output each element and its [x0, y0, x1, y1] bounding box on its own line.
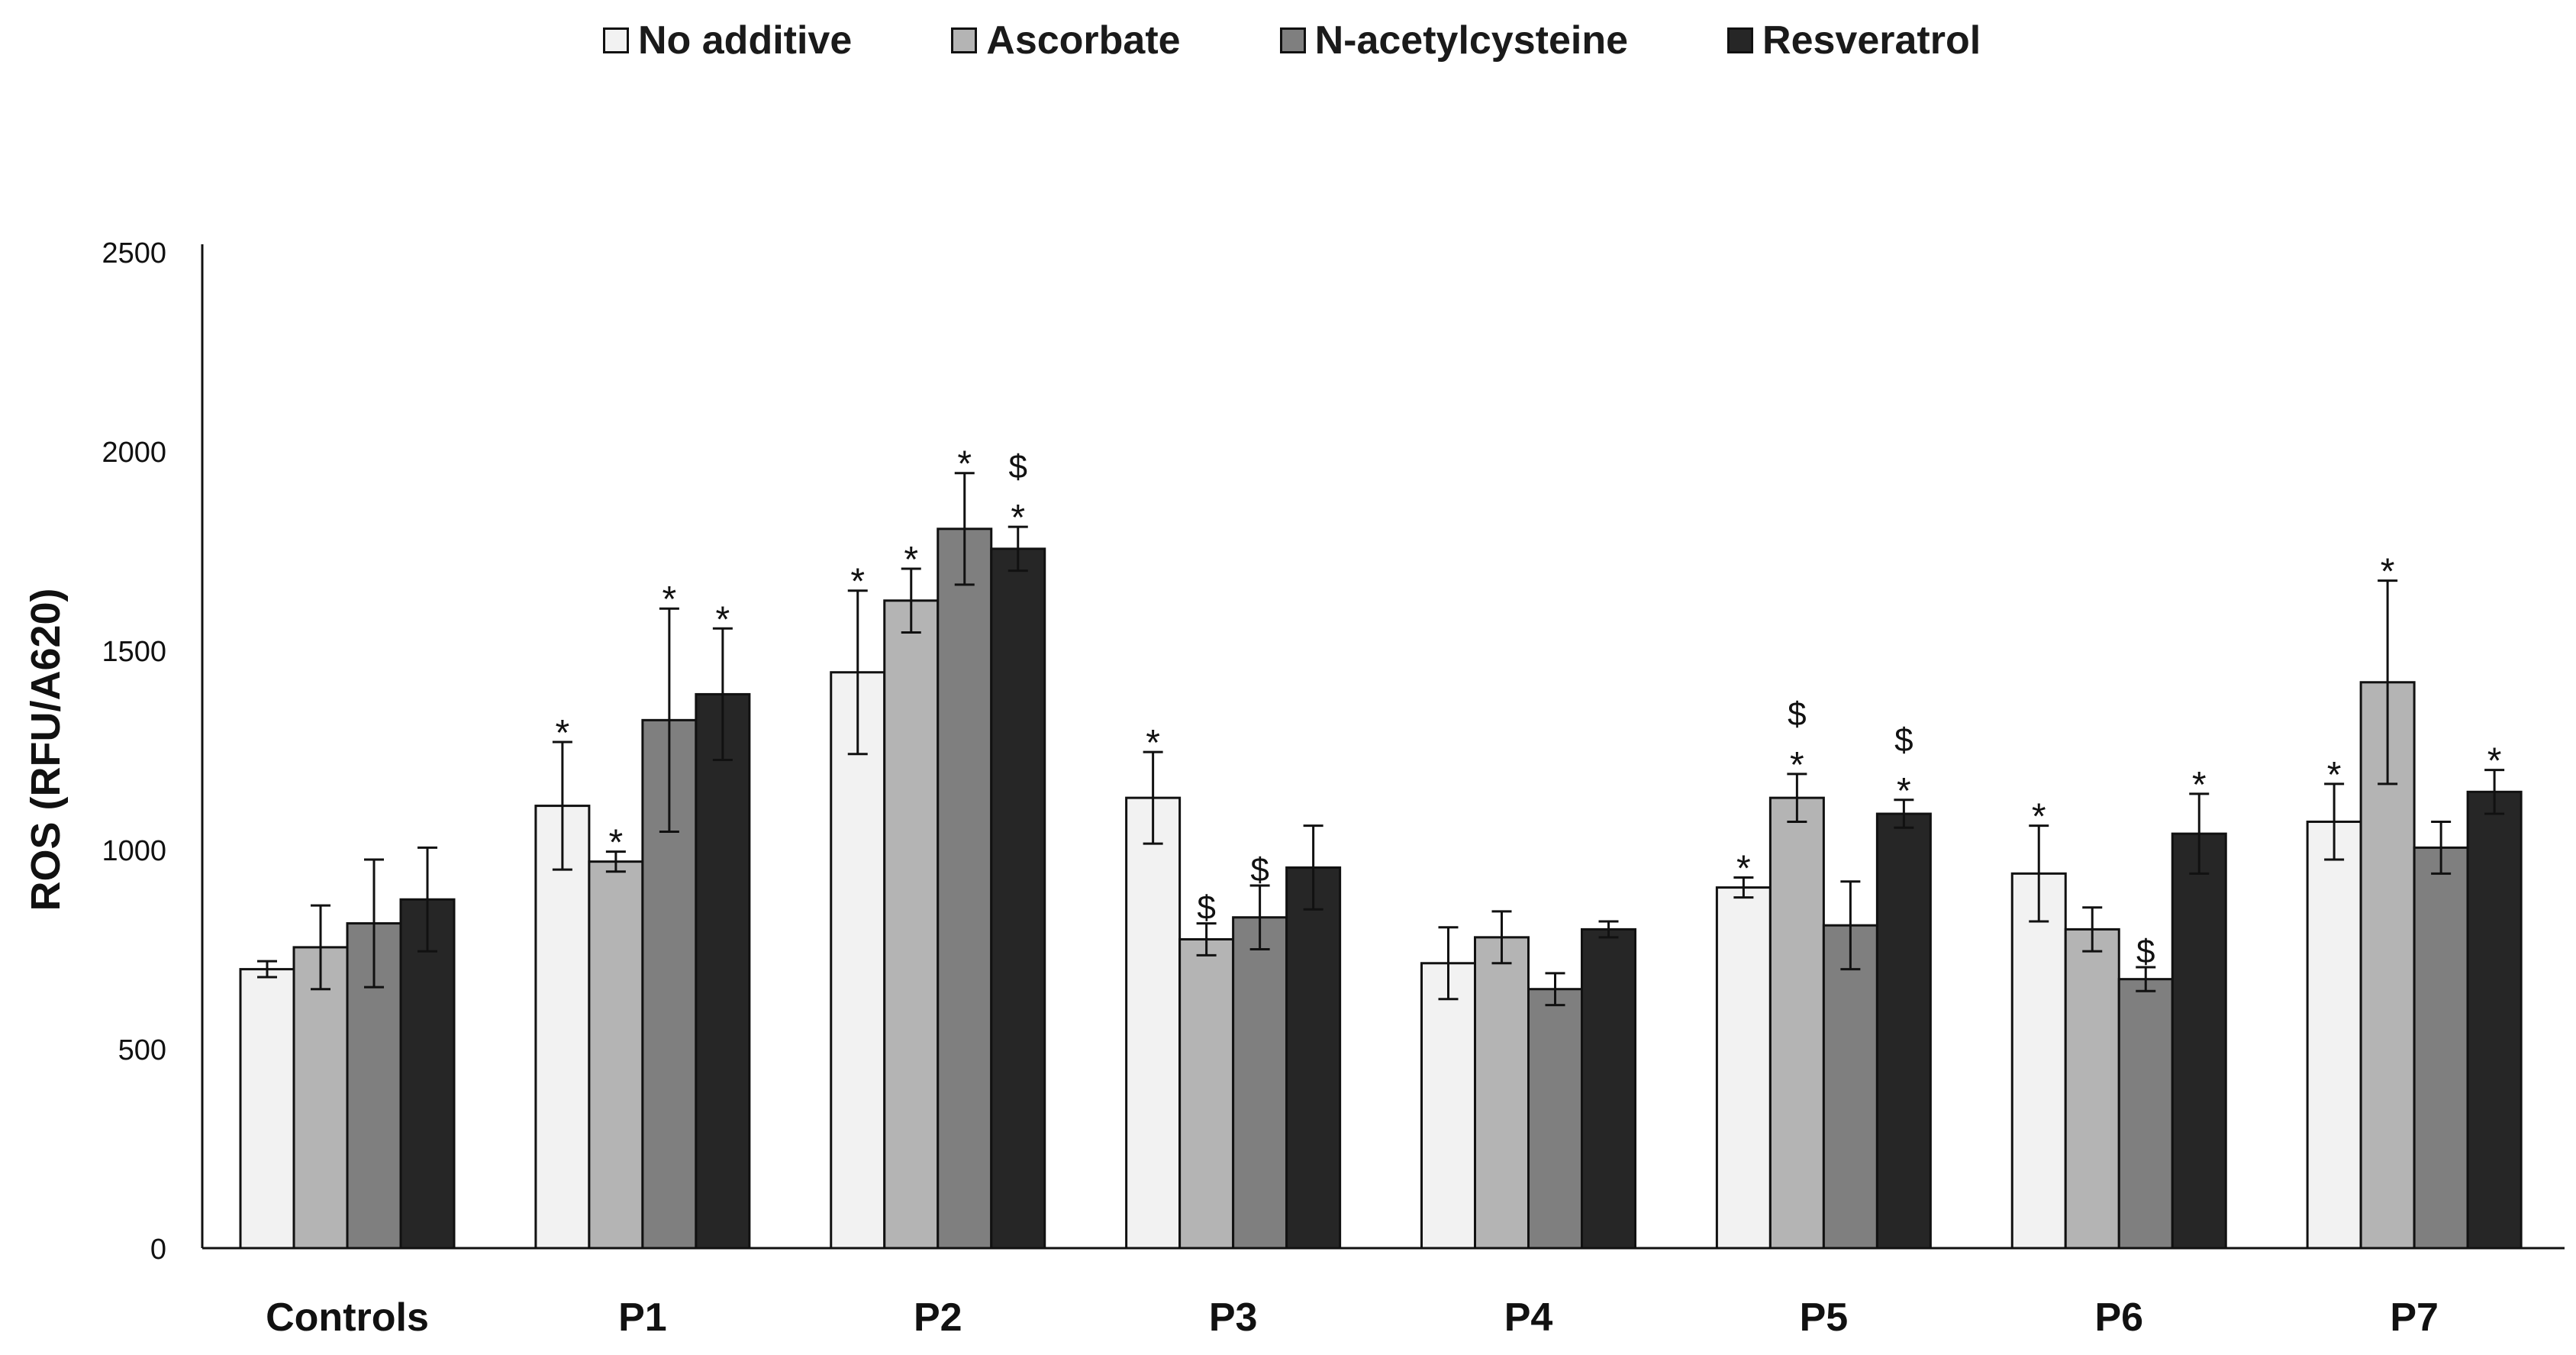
legend-label-n-acetylcysteine: N-acetylcysteine: [1314, 18, 1629, 63]
x-tick-label-p6: P6: [2094, 1295, 2143, 1340]
legend-swatch-no-additive: [603, 27, 629, 53]
bar-no-additive-p6: [2010, 872, 2067, 1250]
bar-n-acetylcysteine-p5: [1822, 924, 1878, 1250]
x-tick-label-p5: P5: [1800, 1295, 1849, 1340]
legend-swatch-resveratrol: [1727, 27, 1754, 53]
bar-ascorbate-controls: [292, 946, 349, 1250]
bar-no-additive-controls: [239, 968, 295, 1250]
bar-resveratrol-p5: [1875, 812, 1932, 1250]
bar-no-additive-p4: [1420, 962, 1476, 1250]
legend-label-no-additive: No additive: [638, 18, 853, 63]
y-tick-label-0: 0: [150, 1234, 166, 1266]
significance-asterisk: *: [2381, 552, 2395, 592]
bar-no-additive-p2: [830, 671, 886, 1250]
x-tick-label-p1: P1: [618, 1295, 667, 1340]
bar-no-additive-p3: [1125, 796, 1182, 1250]
x-tick-label-p2: P2: [914, 1295, 962, 1340]
bar-resveratrol-p4: [1581, 928, 1636, 1250]
significance-asterisk: *: [556, 713, 570, 753]
legend-item-no-additive: No additive: [603, 18, 852, 63]
legend-label-ascorbate: Ascorbate: [986, 18, 1181, 63]
y-tick-label-2500: 2500: [102, 237, 166, 269]
x-tick-label-controls: Controls: [266, 1295, 429, 1340]
significance-dollar: $: [1788, 695, 1806, 733]
y-tick-label-500: 500: [118, 1034, 166, 1066]
legend-swatch-n-acetylcysteine: [1279, 27, 1306, 53]
y-tick-label-1000: 1000: [102, 835, 166, 867]
legend-item-ascorbate: Ascorbate: [951, 18, 1181, 63]
bar-no-additive-p7: [2306, 820, 2362, 1250]
significance-asterisk: *: [1897, 771, 1911, 811]
bar-resveratrol-p7: [2466, 790, 2523, 1250]
significance-dollar: $: [1250, 851, 1269, 889]
bar-n-acetylcysteine-p3: [1232, 916, 1288, 1250]
bar-ascorbate-p1: [588, 860, 644, 1250]
significance-asterisk: *: [2192, 765, 2207, 805]
significance-asterisk: *: [2487, 741, 2502, 782]
significance-dollar: $: [1197, 889, 1215, 927]
significance-asterisk: *: [1790, 745, 1804, 786]
bar-resveratrol-p6: [2171, 832, 2227, 1250]
bar-ascorbate-p5: [1768, 796, 1825, 1250]
y-tick-label-2000: 2000: [102, 437, 166, 469]
legend-item-resveratrol: Resveratrol: [1727, 18, 1981, 63]
x-tick-label-p4: P4: [1504, 1295, 1553, 1340]
significance-asterisk: *: [2327, 755, 2342, 795]
significance-dollar: $: [2136, 933, 2155, 970]
significance-asterisk: *: [904, 540, 918, 580]
significance-asterisk: *: [2032, 797, 2046, 837]
bar-resveratrol-p1: [695, 692, 751, 1250]
legend-item-n-acetylcysteine: N-acetylcysteine: [1279, 18, 1629, 63]
significance-asterisk: *: [1011, 498, 1025, 538]
significance-asterisk: *: [1146, 723, 1160, 763]
significance-asterisk: *: [609, 823, 624, 863]
significance-dollar: $: [1894, 721, 1913, 759]
bar-ascorbate-p6: [2064, 928, 2120, 1250]
bar-n-acetylcysteine-p6: [2117, 978, 2174, 1250]
bar-ascorbate-p4: [1474, 936, 1530, 1250]
legend-swatch-ascorbate: [951, 27, 978, 53]
significance-asterisk: *: [1736, 849, 1751, 889]
x-tick-label-p3: P3: [1209, 1295, 1258, 1340]
bar-resveratrol-p2: [990, 547, 1046, 1250]
y-tick-label-1500: 1500: [102, 636, 166, 668]
significance-asterisk: *: [957, 444, 972, 485]
y-axis-label: ROS (RFU/A620): [23, 588, 69, 911]
bar-resveratrol-p3: [1285, 866, 1342, 1250]
significance-asterisk: *: [716, 599, 730, 640]
bar-ascorbate-p2: [883, 599, 940, 1250]
bar-no-additive-p1: [534, 805, 591, 1250]
bar-resveratrol-controls: [399, 898, 456, 1250]
bar-n-acetylcysteine-p4: [1527, 988, 1583, 1250]
x-tick-label-p7: P7: [2390, 1295, 2439, 1340]
bar-n-acetylcysteine-p2: [937, 527, 993, 1250]
significance-asterisk: *: [850, 562, 865, 602]
legend: No additive Ascorbate N-acetylcysteine R…: [603, 14, 2080, 67]
significance-asterisk: *: [663, 579, 677, 620]
bar-ascorbate-p3: [1178, 937, 1235, 1250]
bar-n-acetylcysteine-p7: [2413, 846, 2469, 1250]
legend-label-resveratrol: Resveratrol: [1762, 18, 1981, 63]
significance-dollar: $: [1009, 448, 1027, 486]
bar-no-additive-p5: [1715, 886, 1772, 1250]
